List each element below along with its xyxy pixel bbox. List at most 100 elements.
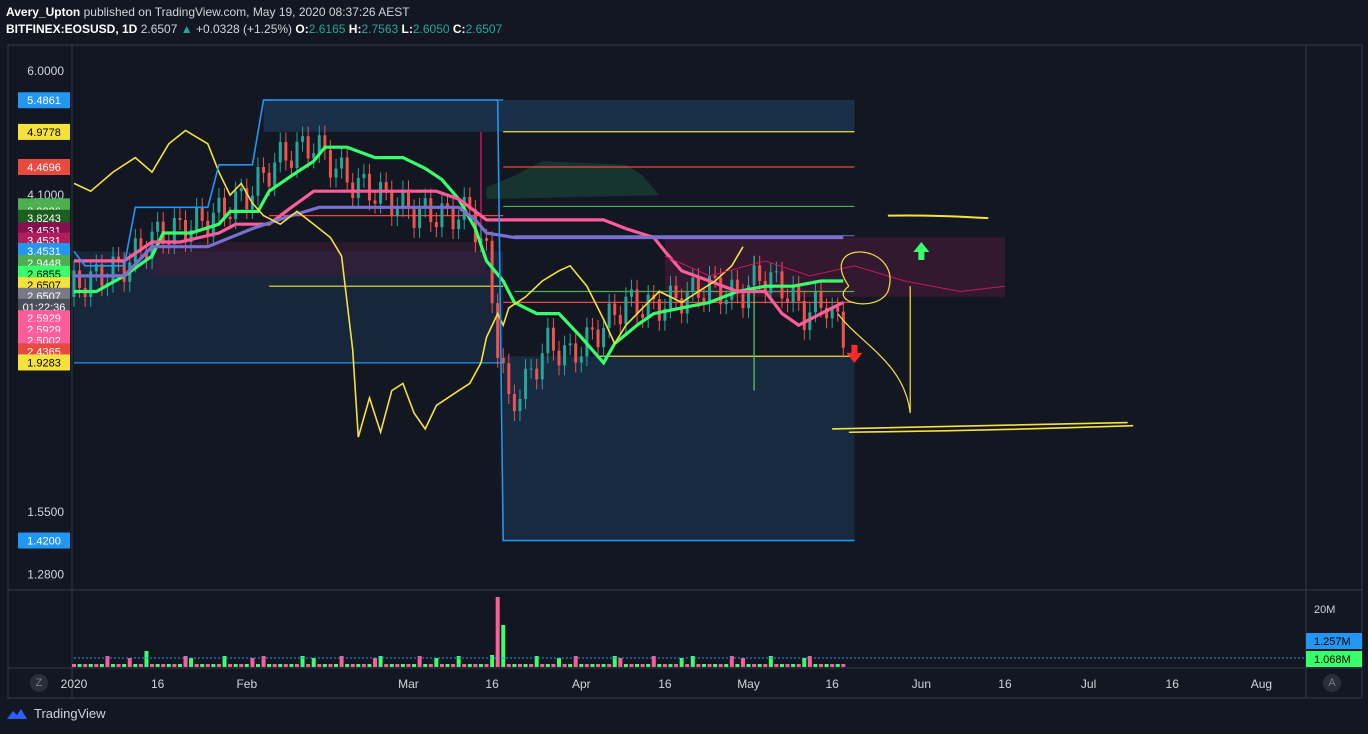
candle-body bbox=[406, 190, 410, 210]
volume-bar bbox=[757, 664, 762, 667]
volume-bar bbox=[763, 664, 768, 667]
volume-bar bbox=[635, 664, 640, 667]
candle-body bbox=[485, 238, 489, 241]
volume-bar bbox=[389, 664, 394, 667]
symbol-name[interactable]: BITFINEX:EOSUSD, 1D bbox=[6, 22, 138, 36]
volume-bar bbox=[791, 664, 796, 667]
volume-bar bbox=[267, 664, 272, 667]
candle-body bbox=[836, 306, 840, 312]
volume-bar bbox=[434, 658, 439, 667]
volume-bar bbox=[740, 658, 745, 667]
candle-body bbox=[769, 272, 773, 294]
x-tick-label: 2020 bbox=[61, 677, 88, 691]
volume-bar bbox=[272, 664, 277, 667]
volume-bar bbox=[568, 664, 573, 667]
candle-body bbox=[312, 153, 316, 159]
volume-bar bbox=[155, 664, 160, 667]
price-tag-label: 5.4861 bbox=[27, 95, 61, 107]
time-axis[interactable]: 2020 16 Feb Mar 16 Apr 16 May 16 Jun 16 Jul 16 Aug bbox=[61, 677, 1272, 691]
high-value: 2.7563 bbox=[361, 22, 399, 36]
upper-blue-band bbox=[263, 100, 855, 132]
volume-bar bbox=[72, 664, 76, 667]
log-scale-z-button[interactable]: Z bbox=[30, 674, 48, 692]
volume-bar bbox=[412, 664, 417, 667]
candle-body bbox=[245, 188, 249, 210]
volume-bar bbox=[729, 656, 734, 667]
volume-bar bbox=[841, 664, 846, 667]
brand-name[interactable]: TradingView bbox=[34, 706, 106, 721]
candle-body bbox=[223, 197, 227, 217]
volume-bar bbox=[490, 655, 495, 667]
left-blue-band bbox=[74, 251, 504, 363]
volume-bar bbox=[662, 664, 667, 667]
volume-bar bbox=[289, 664, 294, 667]
candle-body bbox=[340, 157, 344, 169]
candle-body bbox=[490, 240, 494, 304]
candle-body bbox=[345, 157, 349, 183]
candle-body bbox=[708, 275, 712, 303]
candle-body bbox=[691, 277, 695, 292]
volume-bar bbox=[679, 658, 684, 667]
candle-body bbox=[256, 167, 260, 196]
candle-body bbox=[178, 217, 182, 221]
volume-bar bbox=[77, 664, 82, 667]
volume-bar bbox=[99, 664, 104, 667]
auto-scale-a-button[interactable]: A bbox=[1323, 674, 1341, 692]
volume-bar bbox=[456, 656, 461, 667]
volume-bar bbox=[690, 656, 695, 667]
volume-bar bbox=[250, 658, 255, 667]
candle-body bbox=[156, 221, 160, 232]
volume-bar bbox=[830, 664, 835, 667]
volume-bar bbox=[378, 656, 383, 667]
candle-body bbox=[395, 206, 399, 217]
candle-body bbox=[284, 142, 288, 161]
price-axis[interactable]: 6.00004.10001.55001.28005.48614.97784.46… bbox=[18, 64, 70, 581]
candle-body bbox=[72, 270, 76, 297]
candle-body bbox=[306, 136, 310, 159]
volume-bar bbox=[674, 664, 679, 667]
candle-body bbox=[390, 190, 394, 217]
volume-bar bbox=[517, 664, 522, 667]
candle-body bbox=[117, 256, 121, 262]
price-tag-label: 4.9778 bbox=[27, 127, 61, 139]
volume-bar bbox=[623, 664, 628, 667]
volume-bar bbox=[116, 664, 121, 667]
volume-bar bbox=[278, 664, 283, 667]
volume-bar bbox=[768, 656, 773, 667]
tradingview-logo-icon[interactable] bbox=[6, 707, 28, 721]
volume-bar bbox=[172, 664, 177, 667]
volume-bar bbox=[428, 664, 433, 667]
footer: TradingView bbox=[6, 706, 106, 721]
volume-bar bbox=[373, 658, 378, 667]
series-line-4 bbox=[73, 99, 855, 542]
volume-bar bbox=[646, 664, 651, 667]
volume-bar bbox=[696, 664, 701, 667]
volume-bar bbox=[802, 658, 807, 667]
candle-body bbox=[423, 198, 427, 208]
x-tick-label: Aug bbox=[1251, 677, 1272, 691]
volume-bar bbox=[127, 658, 132, 667]
y-tick-label: 1.2800 bbox=[27, 567, 64, 581]
volume-bar bbox=[657, 664, 662, 667]
volume-bar bbox=[596, 664, 601, 667]
volume-bar bbox=[523, 664, 528, 667]
volume-bar bbox=[138, 664, 143, 667]
symbol-line: BITFINEX:EOSUSD, 1D 2.6507 ▲ +0.0328 (+1… bbox=[6, 21, 502, 38]
candle-body bbox=[596, 329, 600, 348]
candle-body bbox=[468, 197, 472, 210]
volume-bar bbox=[651, 656, 656, 667]
candle-body bbox=[172, 217, 176, 245]
volume-bar bbox=[467, 664, 472, 667]
volume-bar bbox=[607, 664, 612, 667]
volume-bar bbox=[200, 664, 205, 667]
author-name[interactable]: Avery_Upton bbox=[6, 5, 81, 19]
green-up-arrow-icon bbox=[913, 242, 930, 261]
volume-bar bbox=[629, 664, 634, 667]
candle-body bbox=[289, 160, 293, 168]
volume-bar bbox=[356, 664, 361, 667]
price-tag-bg bbox=[18, 123, 70, 140]
volume-bar bbox=[573, 656, 578, 667]
volume-bar bbox=[779, 664, 784, 667]
volume-bar bbox=[367, 664, 372, 667]
